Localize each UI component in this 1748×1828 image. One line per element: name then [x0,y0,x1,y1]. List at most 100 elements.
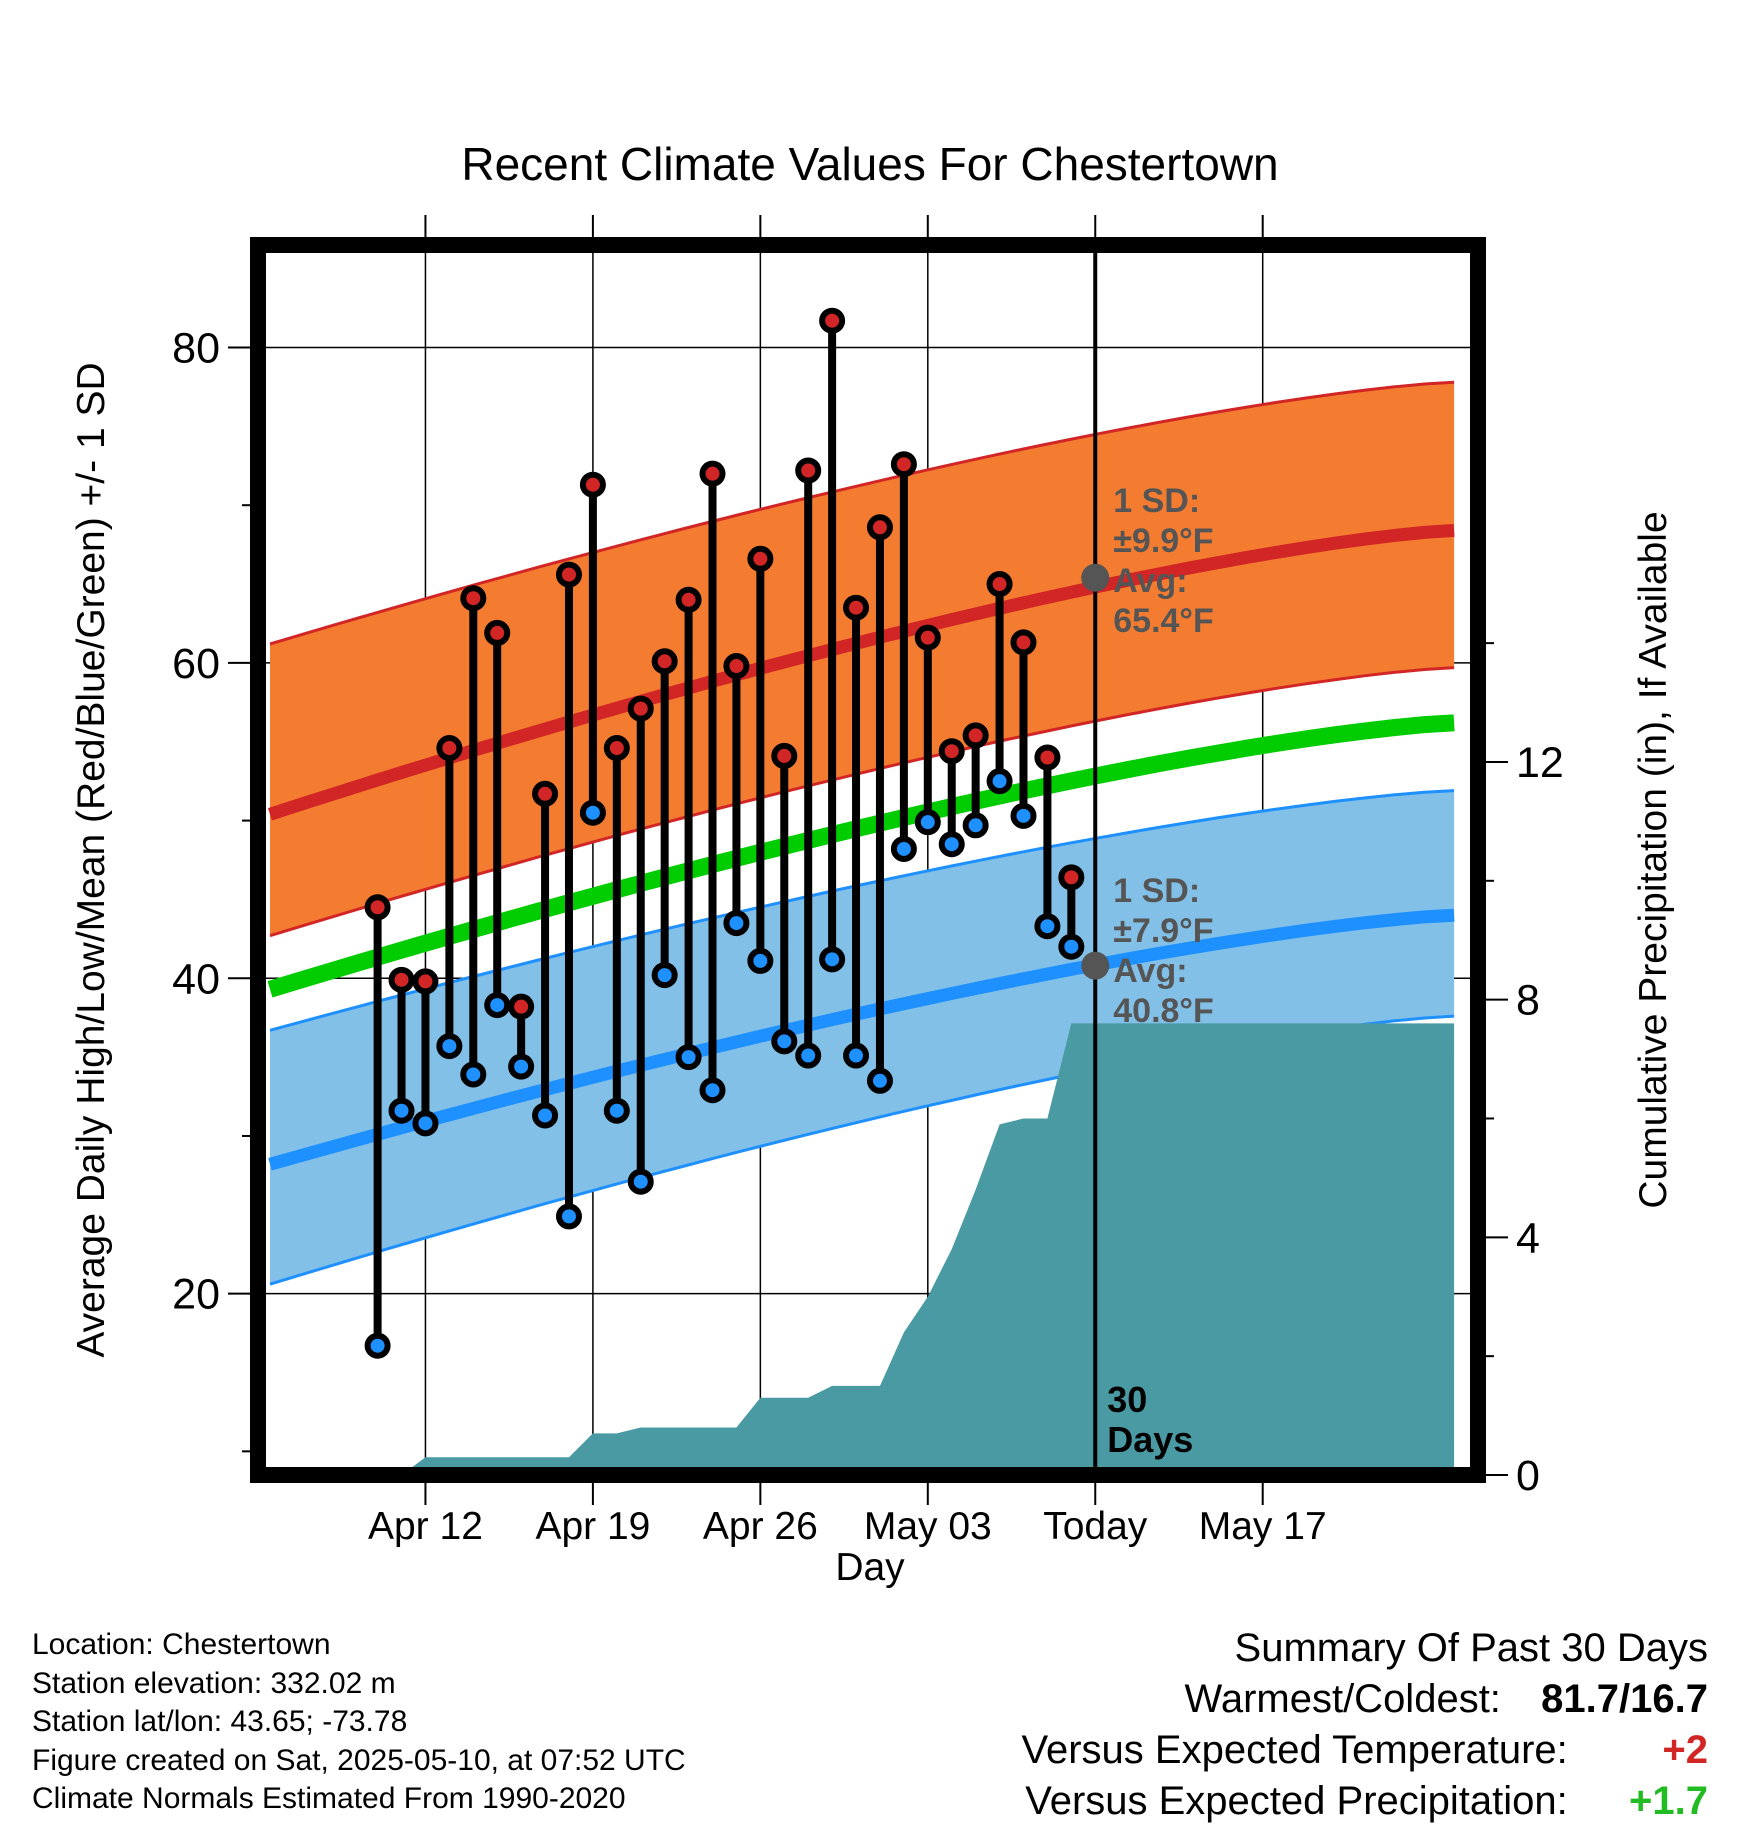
daily-high-point [603,735,630,762]
y-tick-label: 20 [172,1271,220,1319]
summary-panel: Summary Of Past 30 Days Warmest/Coldest:… [1022,1623,1708,1827]
daily-high-point [747,545,774,572]
high-annotation-sd-value: ±9.9°F [1113,522,1213,560]
daily-high-point [555,561,582,588]
daily-low-point [747,947,774,974]
summary-title: Summary Of Past 30 Days [1234,1626,1708,1670]
y-tick-label: 80 [172,325,220,373]
daily-high-point [651,648,678,675]
daily-low-point [986,768,1013,795]
y2-tick-label: 0 [1516,1452,1540,1500]
latlon-text: Station lat/lon: 43.65; -73.78 [32,1705,408,1738]
daily-high-point [771,742,798,769]
high-annotation-avg-label: Avg: [1113,562,1187,600]
daily-high-point [388,966,415,993]
daily-high-point [1034,744,1061,771]
x-tick-label: Apr 12 [368,1505,483,1548]
daily-high-point [484,619,511,646]
daily-low-point [819,946,846,973]
y-tick-label: 40 [172,955,220,1003]
chart-title: Recent Climate Values For Chestertown [461,138,1278,190]
daily-low-point [532,1102,559,1129]
y-tick-label: 60 [172,640,220,688]
y2-tick-label: 4 [1516,1214,1540,1262]
daily-low-point [1034,913,1061,940]
daily-low-point [555,1203,582,1230]
daily-low-point [771,1028,798,1055]
daily-high-point [723,653,750,680]
daily-high-point [986,571,1013,598]
days-word-label: Days [1107,1419,1193,1460]
daily-high-point [579,471,606,498]
low-band-upper-edge [269,789,1455,1032]
elevation-text: Station elevation: 332.02 m [32,1666,396,1700]
daily-low-point [508,1053,535,1080]
temp-label: Versus Expected Temperature: [1021,1728,1568,1772]
y2-axis-label: Cumulative Precipitation (in), If Availa… [1632,511,1675,1208]
x-tick-label: Apr 19 [535,1505,650,1548]
daily-low-point [603,1097,630,1124]
daily-high-point [532,780,559,807]
daily-low-point [890,835,917,862]
daily-low-point [843,1042,870,1069]
daily-low-point [1058,933,1085,960]
daily-low-point [795,1042,822,1069]
daily-low-point [460,1061,487,1088]
today-low-avg-dot [1081,951,1110,980]
daily-low-point [699,1077,726,1104]
daily-low-point [579,799,606,826]
x-tick-label: Today [1043,1505,1148,1548]
days-count-label: 30 [1107,1379,1147,1420]
temp-value: +2 [1662,1728,1708,1772]
daily-high-point [460,585,487,612]
station-info: Location: Chestertown Station elevation:… [32,1626,686,1819]
daily-high-point [843,594,870,621]
normals-text: Climate Normals Estimated From 1990-2020 [32,1782,626,1815]
today-high-avg-dot [1081,563,1110,592]
daily-low-point [436,1033,463,1060]
x-tick-label: Apr 26 [703,1505,818,1548]
daily-low-point [364,1332,391,1359]
y2-tick-label: 12 [1516,739,1564,787]
daily-low-point [938,831,965,858]
daily-low-point [627,1168,654,1195]
high-annotation-avg-value: 65.4°F [1113,602,1214,640]
summary-temp-row: Versus Expected Temperature: +2 [1022,1725,1708,1776]
daily-low-point [866,1067,893,1094]
warmest-value: 81.7/16.7 [1541,1677,1708,1721]
y2-tick-label: 8 [1516,977,1540,1025]
daily-high-point [914,624,941,651]
y-axis-label: Average Daily High/Low/Mean (Red/Blue/Gr… [70,362,113,1357]
daily-high-point [508,993,535,1020]
x-tick-label: May 03 [864,1505,992,1548]
precip-value: +1.7 [1629,1779,1708,1823]
precip-label: Versus Expected Precipitation: [1025,1779,1568,1823]
summary-warmest-row: Warmest/Coldest: 81.7/16.7 [1022,1674,1708,1725]
x-tick-label: May 17 [1199,1505,1327,1548]
daily-high-point [1058,864,1085,891]
low-annotation-avg-label: Avg: [1113,952,1187,990]
daily-low-point [962,812,989,839]
daily-low-point [388,1097,415,1124]
warmest-label: Warmest/Coldest: [1184,1677,1501,1721]
daily-low-point [914,809,941,836]
daily-high-point [962,722,989,749]
precip-area [269,1023,1455,1475]
plot-frame [250,237,1486,1483]
daily-high-point [699,460,726,487]
high-annotation-sd-label: 1 SD: [1113,482,1200,520]
daily-high-point [364,894,391,921]
normal-low-line [268,908,1455,1171]
low-annotation-sd-value: ±7.9°F [1113,912,1213,950]
daily-low-point [412,1110,439,1137]
daily-high-point [1010,629,1037,656]
summary-precip-row: Versus Expected Precipitation: +1.7 [1022,1776,1708,1827]
daily-low-point [484,992,511,1019]
low-annotation-avg-value: 40.8°F [1113,992,1214,1030]
created-text: Figure created on Sat, 2025-05-10, at 07… [32,1743,686,1777]
daily-high-point [890,451,917,478]
x-axis-label: Day [835,1546,905,1589]
daily-low-point [651,962,678,989]
daily-high-point [819,307,846,334]
